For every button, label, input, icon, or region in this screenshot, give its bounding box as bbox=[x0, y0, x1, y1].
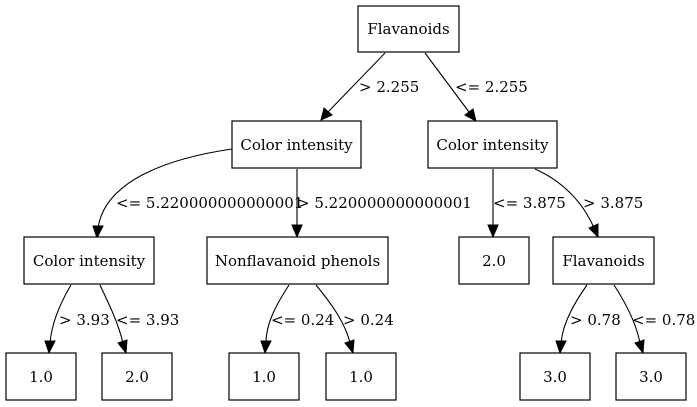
edge-label-ll-lll: > 3.93 bbox=[59, 311, 110, 329]
node-left: Color intensity bbox=[231, 120, 362, 169]
edge-right-rr: > 3.875 bbox=[534, 168, 643, 239]
leaf-rrl: 3.0 bbox=[519, 352, 591, 401]
node-label-left: Color intensity bbox=[240, 136, 353, 154]
edge-label-left-ll: <= 5.220000000000001 bbox=[116, 194, 303, 212]
leaf-label-llr: 2.0 bbox=[125, 368, 149, 386]
node-ll: Color intensity bbox=[23, 236, 155, 285]
edge-label-ll-llr: <= 3.93 bbox=[116, 311, 179, 329]
node-label-right: Color intensity bbox=[436, 136, 549, 154]
node-label-rr: Flavanoids bbox=[562, 252, 644, 270]
leaf-lrl: 1.0 bbox=[228, 352, 300, 401]
leaf-llr: 2.0 bbox=[101, 352, 173, 401]
edge-label-rr-rrr: <= 0.78 bbox=[632, 311, 695, 329]
edge-label-left-lr: > 5.220000000000001 bbox=[297, 194, 472, 212]
edge-label-root-right: <= 2.255 bbox=[455, 78, 528, 96]
node-label-rl: 2.0 bbox=[482, 252, 506, 270]
edge-label-lr-lrl: <= 0.24 bbox=[271, 311, 334, 329]
edge-lr-lrr: > 0.24 bbox=[315, 284, 394, 355]
edge-root-left: > 2.255 bbox=[320, 52, 419, 121]
node-right: Color intensity bbox=[427, 120, 558, 169]
node-label-lr: Nonflavanoid phenols bbox=[215, 252, 380, 270]
edge-left-lr: > 5.220000000000001 bbox=[291, 169, 472, 239]
edge-rr-rrl: > 0.78 bbox=[555, 284, 621, 355]
node-label-ll: Color intensity bbox=[33, 252, 146, 270]
node-label-root: Flavanoids bbox=[367, 20, 449, 38]
node-rr: Flavanoids bbox=[552, 236, 655, 285]
edge-lr-lrl: <= 0.24 bbox=[260, 284, 334, 355]
edge-right-rl: <= 3.875 bbox=[487, 169, 566, 239]
leaf-label-rrr: 3.0 bbox=[639, 368, 663, 386]
leaf-label-rrl: 3.0 bbox=[543, 368, 567, 386]
edge-label-lr-lrr: > 0.24 bbox=[343, 311, 394, 329]
edge-label-root-left: > 2.255 bbox=[359, 78, 419, 96]
edge-ll-lll: > 3.93 bbox=[44, 284, 110, 355]
edge-root-right: <= 2.255 bbox=[424, 52, 528, 122]
leaf-label-lll: 1.0 bbox=[29, 368, 53, 386]
edge-ll-llr: <= 3.93 bbox=[99, 284, 179, 355]
node-root: Flavanoids bbox=[357, 5, 460, 53]
edge-label-rr-rrl: > 0.78 bbox=[570, 311, 621, 329]
edge-left-ll: <= 5.220000000000001 bbox=[92, 148, 303, 240]
edge-label-right-rl: <= 3.875 bbox=[493, 194, 566, 212]
leaf-lll: 1.0 bbox=[5, 352, 77, 401]
leaf-lrr: 1.0 bbox=[325, 352, 397, 401]
node-rl: 2.0 bbox=[458, 236, 530, 285]
edge-label-right-rr: > 3.875 bbox=[583, 194, 643, 212]
leaf-label-lrl: 1.0 bbox=[252, 368, 276, 386]
leaf-label-lrr: 1.0 bbox=[349, 368, 373, 386]
leaf-rrr: 3.0 bbox=[615, 352, 687, 401]
node-lr: Nonflavanoid phenols bbox=[206, 236, 389, 285]
edge-rr-rrr: <= 0.78 bbox=[613, 284, 695, 355]
